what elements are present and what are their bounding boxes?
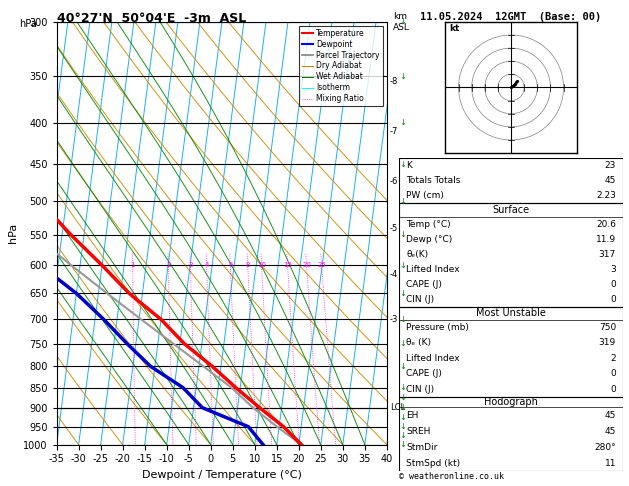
Text: ↓: ↓ bbox=[399, 230, 406, 239]
Text: ↓: ↓ bbox=[399, 17, 406, 26]
Text: 45: 45 bbox=[604, 176, 616, 185]
Text: 0: 0 bbox=[610, 369, 616, 378]
Text: 45: 45 bbox=[604, 427, 616, 436]
Text: SREH: SREH bbox=[406, 427, 430, 436]
Text: 15: 15 bbox=[283, 262, 292, 268]
Bar bbox=[399, 307, 623, 397]
Text: 6: 6 bbox=[228, 262, 233, 268]
Text: 11: 11 bbox=[604, 459, 616, 468]
Text: PW (cm): PW (cm) bbox=[406, 191, 444, 200]
Text: ↓: ↓ bbox=[399, 403, 406, 412]
Y-axis label: hPa: hPa bbox=[8, 223, 18, 243]
Legend: Temperature, Dewpoint, Parcel Trajectory, Dry Adiabat, Wet Adiabat, Isotherm, Mi: Temperature, Dewpoint, Parcel Trajectory… bbox=[299, 26, 383, 106]
Text: ↓: ↓ bbox=[399, 383, 406, 392]
Text: Lifted Index: Lifted Index bbox=[406, 265, 460, 274]
Text: ↓: ↓ bbox=[399, 431, 406, 440]
Text: EH: EH bbox=[406, 411, 418, 420]
Text: -6: -6 bbox=[390, 176, 398, 186]
Text: 2.23: 2.23 bbox=[596, 191, 616, 200]
Text: CIN (J): CIN (J) bbox=[406, 384, 434, 394]
Text: ↓: ↓ bbox=[399, 339, 406, 348]
Text: K: K bbox=[406, 161, 412, 170]
Text: θₑ(K): θₑ(K) bbox=[406, 250, 428, 260]
Text: 317: 317 bbox=[599, 250, 616, 260]
Text: Hodograph: Hodograph bbox=[484, 397, 538, 407]
Text: StmSpd (kt): StmSpd (kt) bbox=[406, 459, 460, 468]
Text: 11.05.2024  12GMT  (Base: 00): 11.05.2024 12GMT (Base: 00) bbox=[420, 12, 602, 22]
Text: 11.9: 11.9 bbox=[596, 235, 616, 244]
Text: 2: 2 bbox=[166, 262, 170, 268]
Text: ↓: ↓ bbox=[399, 362, 406, 371]
Text: ↓: ↓ bbox=[399, 315, 406, 324]
Text: 45: 45 bbox=[604, 411, 616, 420]
Text: 0: 0 bbox=[610, 384, 616, 394]
Text: kt: kt bbox=[449, 24, 460, 33]
Bar bbox=[399, 158, 623, 203]
Text: ↓: ↓ bbox=[399, 160, 406, 169]
Text: Surface: Surface bbox=[493, 205, 530, 215]
Text: LCL: LCL bbox=[390, 403, 405, 412]
Text: Most Unstable: Most Unstable bbox=[476, 309, 546, 318]
Text: ↓: ↓ bbox=[399, 261, 406, 270]
Text: 8: 8 bbox=[245, 262, 250, 268]
Text: CIN (J): CIN (J) bbox=[406, 295, 434, 304]
Text: 10: 10 bbox=[257, 262, 266, 268]
Text: -3: -3 bbox=[390, 315, 398, 324]
Text: Lifted Index: Lifted Index bbox=[406, 354, 460, 363]
Text: -8: -8 bbox=[390, 77, 398, 87]
Text: 20: 20 bbox=[302, 262, 311, 268]
Text: ↓: ↓ bbox=[399, 289, 406, 298]
Text: ↓: ↓ bbox=[399, 119, 406, 127]
Text: Pressure (mb): Pressure (mb) bbox=[406, 323, 469, 332]
Text: Totals Totals: Totals Totals bbox=[406, 176, 460, 185]
Text: 25: 25 bbox=[317, 262, 326, 268]
Text: ↓: ↓ bbox=[399, 413, 406, 422]
Text: -4: -4 bbox=[390, 270, 398, 279]
Text: 1: 1 bbox=[130, 262, 135, 268]
Text: ↓: ↓ bbox=[399, 440, 406, 449]
Text: hPa: hPa bbox=[19, 19, 36, 30]
Text: ↓: ↓ bbox=[399, 197, 406, 206]
Text: CAPE (J): CAPE (J) bbox=[406, 369, 442, 378]
Text: Temp (°C): Temp (°C) bbox=[406, 220, 451, 229]
Text: 0: 0 bbox=[610, 280, 616, 289]
Text: CAPE (J): CAPE (J) bbox=[406, 280, 442, 289]
Bar bbox=[399, 397, 623, 471]
Text: ↓: ↓ bbox=[399, 393, 406, 402]
Text: 280°: 280° bbox=[594, 443, 616, 452]
Text: 3: 3 bbox=[610, 265, 616, 274]
Text: θₑ (K): θₑ (K) bbox=[406, 338, 431, 347]
Text: ↓: ↓ bbox=[399, 71, 406, 81]
Text: StmDir: StmDir bbox=[406, 443, 438, 452]
Bar bbox=[399, 203, 623, 307]
Text: 40°27'N  50°04'E  -3m  ASL: 40°27'N 50°04'E -3m ASL bbox=[57, 12, 246, 25]
Text: Dewp (°C): Dewp (°C) bbox=[406, 235, 452, 244]
Text: 23: 23 bbox=[604, 161, 616, 170]
Text: ↓: ↓ bbox=[399, 422, 406, 431]
Text: 750: 750 bbox=[599, 323, 616, 332]
X-axis label: Dewpoint / Temperature (°C): Dewpoint / Temperature (°C) bbox=[142, 470, 302, 480]
Text: © weatheronline.co.uk: © weatheronline.co.uk bbox=[399, 472, 504, 481]
Text: -5: -5 bbox=[390, 224, 398, 233]
Text: 4: 4 bbox=[204, 262, 209, 268]
Text: 20.6: 20.6 bbox=[596, 220, 616, 229]
Text: 2: 2 bbox=[610, 354, 616, 363]
Text: 3: 3 bbox=[188, 262, 192, 268]
Text: 319: 319 bbox=[599, 338, 616, 347]
Text: 0: 0 bbox=[610, 295, 616, 304]
Text: -7: -7 bbox=[390, 127, 398, 136]
Text: km
ASL: km ASL bbox=[393, 12, 410, 32]
